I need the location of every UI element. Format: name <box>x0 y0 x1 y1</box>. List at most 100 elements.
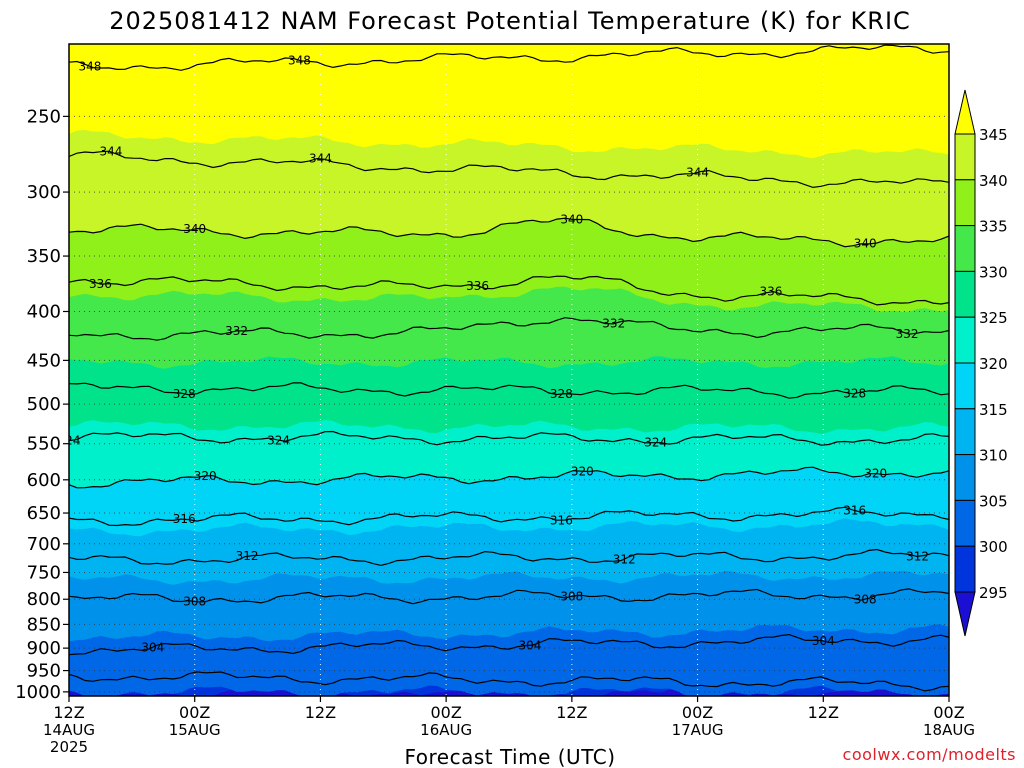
contour-label: 304 <box>518 639 541 653</box>
contour-label: 348 <box>288 53 311 67</box>
x-tick-label: 00Z <box>682 703 713 722</box>
contour-label: 336 <box>466 279 489 293</box>
contour-line-320 <box>69 466 949 489</box>
contour-label: 312 <box>613 552 636 566</box>
contour-line-312 <box>69 548 949 567</box>
x-tick-label: 00Z <box>933 703 964 722</box>
contour-label: 336 <box>759 285 782 299</box>
colorbar-swatch <box>954 499 976 547</box>
contour-line-324 <box>69 430 949 446</box>
colorbar-label: 295 <box>979 584 1008 602</box>
contour-line-328 <box>69 382 949 399</box>
contour-line-344 <box>69 150 949 189</box>
contour-label: 332 <box>896 327 919 341</box>
y-tick-label: 400 <box>27 301 61 322</box>
x-tick-date: 16AUG <box>420 721 472 739</box>
x-tick-label: 12Z <box>305 703 336 722</box>
contour-line-340 <box>69 217 949 248</box>
colorbar-swatch <box>954 316 976 364</box>
x-tick-year: 2025 <box>50 738 88 756</box>
contour-label: 316 <box>550 513 573 527</box>
x-tick-label: 00Z <box>430 703 461 722</box>
colorbar-label: 320 <box>979 355 1008 373</box>
y-tick-label: 250 <box>27 106 61 127</box>
contour-label: 332 <box>225 324 248 338</box>
contour-label: 340 <box>183 222 206 236</box>
colorbar-label: 340 <box>979 172 1008 190</box>
contour-label: 324 <box>267 433 290 447</box>
contour-label: 312 <box>236 549 259 563</box>
y-tick-label: 850 <box>27 614 61 635</box>
y-axis: 250 300 350 400 450 500 550 600 650 700 750 800 850 9… <box>15 106 69 703</box>
fill-band-345 <box>69 44 949 159</box>
contour-label: 324 <box>58 434 81 448</box>
contour-label: 328 <box>173 387 196 401</box>
colorbar-swatch <box>954 225 976 272</box>
contour-label: 336 <box>89 277 112 291</box>
contour-label: 312 <box>906 549 929 563</box>
y-tick-label: 750 <box>27 562 61 583</box>
colorbar-label: 305 <box>979 492 1008 510</box>
x-tick-date: 14AUG <box>43 721 95 739</box>
contour-label: 308 <box>183 594 206 608</box>
y-tick-label: 950 <box>27 661 61 682</box>
x-tick-date: 17AUG <box>672 721 724 739</box>
y-tick-label: 700 <box>27 534 61 555</box>
colorbar-swatch <box>954 408 976 456</box>
y-tick-label: 450 <box>27 350 61 371</box>
colorbar-label: 325 <box>979 309 1008 327</box>
contour-label: 328 <box>843 387 866 401</box>
contour-label: 328 <box>550 387 573 401</box>
contour-label: 344 <box>309 151 332 165</box>
colorbar-swatch <box>954 133 976 181</box>
colorbar-swatch <box>954 270 976 318</box>
x-tick-label: 12Z <box>556 703 587 722</box>
contour-label: 320 <box>571 464 594 478</box>
colorbar-label: 315 <box>979 401 1008 419</box>
contour-label: 320 <box>864 466 887 480</box>
credit-link[interactable]: coolwx.com/modelts <box>843 745 1016 764</box>
contour-label: 332 <box>602 317 625 331</box>
colorbar-label: 310 <box>979 447 1008 465</box>
contour-label: 348 <box>78 60 101 74</box>
y-tick-label: 600 <box>27 470 61 491</box>
colorbar-swatch <box>954 545 976 593</box>
plot-area: 304 304 304 308 308 308 312 312 312 316 316 316 320 3… <box>58 43 950 697</box>
y-tick-label: 550 <box>27 434 61 455</box>
contour-label: 344 <box>686 166 709 180</box>
contour-label: 320 <box>194 469 217 483</box>
contour-label: 340 <box>854 237 877 251</box>
chart-title: 2025081412 NAM Forecast Potential Temper… <box>109 7 911 35</box>
contour-label: 304 <box>812 634 835 648</box>
y-tick-label: 650 <box>27 503 61 524</box>
colorbar-label: 335 <box>979 218 1008 236</box>
colorbar-swatch <box>954 454 976 501</box>
contour-label: 316 <box>173 512 196 526</box>
y-tick-label: 1000 <box>15 682 61 703</box>
contour-line-300 <box>69 671 949 692</box>
contour-label: 340 <box>560 212 583 226</box>
contour-label: 308 <box>560 589 583 603</box>
y-tick-label: 800 <box>27 589 61 610</box>
y-tick-label: 350 <box>27 246 61 267</box>
contour-line-316 <box>69 506 949 527</box>
x-tick-date: 18AUG <box>923 721 975 739</box>
colorbar-label: 300 <box>979 538 1008 556</box>
colorbar-swatch <box>954 362 976 410</box>
y-tick-label: 500 <box>27 394 61 415</box>
colorbar-swatch <box>954 179 976 227</box>
contour-label: 304 <box>141 640 164 654</box>
contour-label: 344 <box>99 145 122 159</box>
x-tick-label: 12Z <box>53 703 84 722</box>
contour-label: 324 <box>644 435 667 449</box>
y-tick-label: 900 <box>27 638 61 659</box>
contour-line-308 <box>69 588 949 605</box>
x-axis-label: Forecast Time (UTC) <box>404 745 615 768</box>
contour-label: 308 <box>854 593 877 607</box>
contour-label: 316 <box>843 504 866 518</box>
plot-frame <box>68 43 950 697</box>
contour-line-332 <box>69 317 949 341</box>
colorbar-label: 330 <box>979 263 1008 281</box>
